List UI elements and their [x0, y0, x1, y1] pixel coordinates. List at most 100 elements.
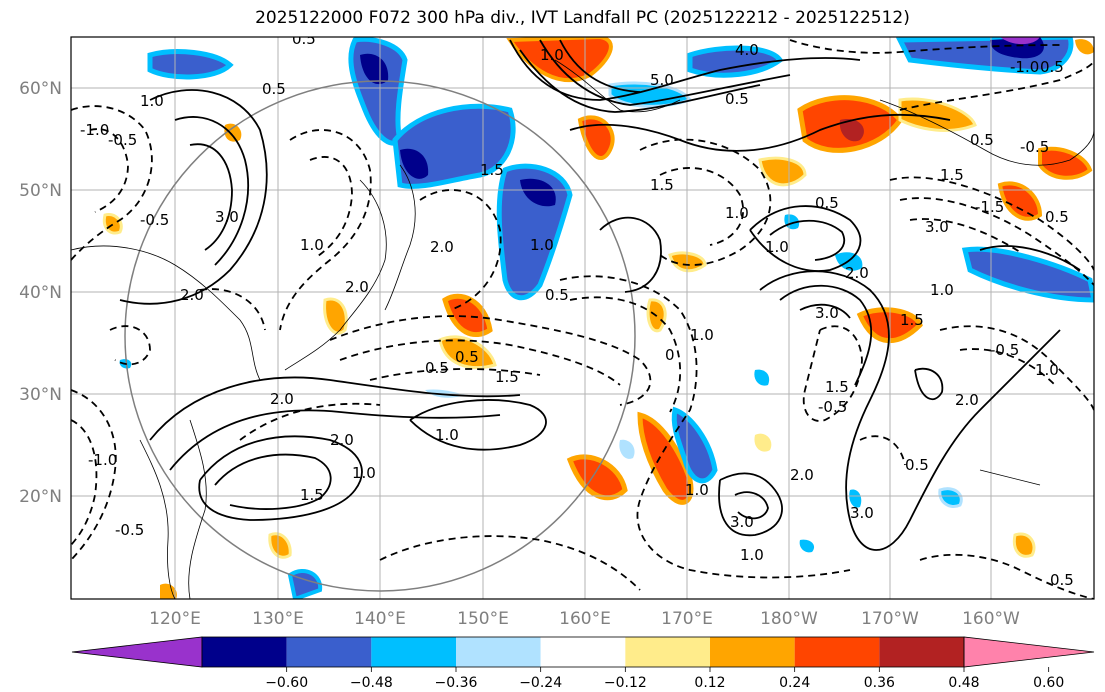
contour-label: 2.0 — [345, 278, 369, 296]
colorbar-tick-label: −0.48 — [350, 675, 393, 691]
map-plot-area: 0.5 0.5 1.0 -1.0 -0.5 3.0 2.0 1.0 2.0 2.… — [71, 37, 1094, 599]
lon-label: 170°W — [861, 609, 919, 629]
contour-label: 1.0 — [740, 546, 764, 564]
contour-label: -0.5 — [108, 131, 137, 149]
longitude-labels: 120°E 130°E 140°E 150°E 160°E 170°E 180°… — [149, 609, 1020, 629]
colorbar-segment — [625, 637, 710, 667]
contour-label: -0.5 — [115, 521, 144, 539]
lon-label: 150°E — [457, 609, 509, 629]
contour-label: 1.5 — [650, 176, 674, 194]
lon-label: 120°E — [149, 609, 201, 629]
colorbar-segment — [371, 637, 456, 667]
colorbar-tick-label: 0.36 — [864, 675, 895, 691]
contour-label: 1.5 — [900, 311, 924, 329]
colorbar-segment — [456, 637, 541, 667]
contour-label: 3.0 — [850, 504, 874, 522]
analysis-circle — [124, 80, 636, 592]
contour-label: 1.0 — [725, 204, 749, 222]
contour-label: 3.0 — [815, 304, 839, 322]
contour-label: 3.0 — [730, 513, 754, 531]
contour-label: -0.5 — [1020, 138, 1049, 156]
contour-label: 1.0 — [300, 236, 324, 254]
contour-label: -1.0 — [1010, 58, 1039, 76]
colorbar-tick-label: −0.36 — [435, 675, 478, 691]
contour-label: -1.0 — [88, 451, 117, 469]
contour-label: 1.5 — [495, 368, 519, 386]
contour-label: 4.0 — [735, 41, 759, 59]
contour-label: 0.5 — [262, 80, 286, 98]
lon-label: 140°E — [354, 609, 406, 629]
colorbar-segment — [202, 637, 287, 667]
contours-dashed — [71, 39, 1094, 599]
colorbar-segment — [794, 637, 880, 667]
colorbar-tick-label: −0.12 — [604, 675, 647, 691]
lat-label: 30°N — [19, 385, 62, 405]
contour-label: 0 — [665, 346, 675, 364]
colorbar-segment — [710, 637, 795, 667]
lat-label: 40°N — [19, 283, 62, 303]
colorbar-extend-max — [963, 636, 1095, 668]
latitude-labels: 60°N 50°N 40°N 30°N 20°N — [19, 79, 62, 507]
colorbar-segment — [879, 637, 964, 667]
contour-label: -0.5 — [818, 398, 847, 416]
colorbar-outline — [201, 636, 965, 668]
contour-label: 2.0 — [330, 431, 354, 449]
lon-label: 130°E — [252, 609, 304, 629]
contour-label: 3.0 — [925, 218, 949, 236]
contour-label: 2.0 — [270, 390, 294, 408]
contour-label: 1.0 — [765, 238, 789, 256]
positive-divergence-shading — [102, 37, 1094, 599]
contour-label: 2.0 — [845, 264, 869, 282]
contour-label: 1.5 — [940, 166, 964, 184]
contour-label: 0.5 — [970, 131, 994, 149]
colorbar-extend-min — [71, 636, 203, 668]
contour-label: -1.5 — [975, 198, 1004, 216]
lon-label: 170°E — [661, 609, 713, 629]
colorbar-tick-label: −0.24 — [519, 675, 562, 691]
negative-divergence-shading — [119, 37, 1094, 599]
colorbar-tick-label: 0.24 — [779, 675, 810, 691]
contour-label: 0.5 — [815, 194, 839, 212]
contour-label: 2.0 — [790, 466, 814, 484]
contours-solid — [119, 39, 1081, 551]
contour-label: 1.0 — [352, 464, 376, 482]
contour-label: 0.5 — [455, 348, 479, 366]
colorbar-segment — [286, 637, 372, 667]
contour-label: 1.5 — [300, 486, 324, 504]
contour-label: 0.5 — [905, 456, 929, 474]
contour-label: 1.0 — [685, 481, 709, 499]
contour-label: 0.5 — [1040, 58, 1064, 76]
contour-label: 1.0 — [1035, 361, 1059, 379]
contour-label: -1.0 — [80, 121, 109, 139]
contour-labels: 0.5 0.5 1.0 -1.0 -0.5 3.0 2.0 1.0 2.0 2.… — [80, 37, 1074, 589]
contour-label: 1.0 — [690, 326, 714, 344]
contour-label: 1.5 — [825, 378, 849, 396]
contour-label: 1.0 — [540, 46, 564, 64]
map-title: 2025122000 F072 300 hPa div., IVT Landfa… — [255, 8, 910, 28]
contour-label: 1.0 — [930, 281, 954, 299]
contour-label: 5.0 — [650, 71, 674, 89]
contour-label: 0.5 — [1050, 571, 1074, 589]
colorbar: −0.60 −0.48 −0.36 −0.24 −0.12 0.12 0.24 0.36 0.4… — [71, 636, 1095, 691]
colorbar-tick-label: 0.48 — [948, 675, 979, 691]
contour-label: 0.5 — [545, 286, 569, 304]
colorbar-segment — [540, 637, 626, 667]
lon-label: 180°W — [760, 609, 818, 629]
colorbar-tick-label: 0.12 — [694, 675, 725, 691]
contour-label: 2.0 — [430, 238, 454, 256]
lon-label: 160°E — [559, 609, 611, 629]
contour-label: 2.0 — [955, 391, 979, 409]
map-frame — [70, 36, 1095, 600]
contour-label: 1.0 — [435, 426, 459, 444]
contour-label: 1.0 — [140, 92, 164, 110]
contour-label: 0.5 — [1045, 208, 1069, 226]
lon-label: 160°W — [962, 609, 1020, 629]
lat-label: 50°N — [19, 181, 62, 201]
contour-label: -0.5 — [140, 211, 169, 229]
contour-label: 0.5 — [725, 90, 749, 108]
contour-label: 2.0 — [180, 286, 204, 304]
contour-label: 0.5 — [425, 359, 449, 377]
colorbar-tick-label: −0.60 — [265, 675, 308, 691]
coastlines — [71, 59, 1094, 599]
